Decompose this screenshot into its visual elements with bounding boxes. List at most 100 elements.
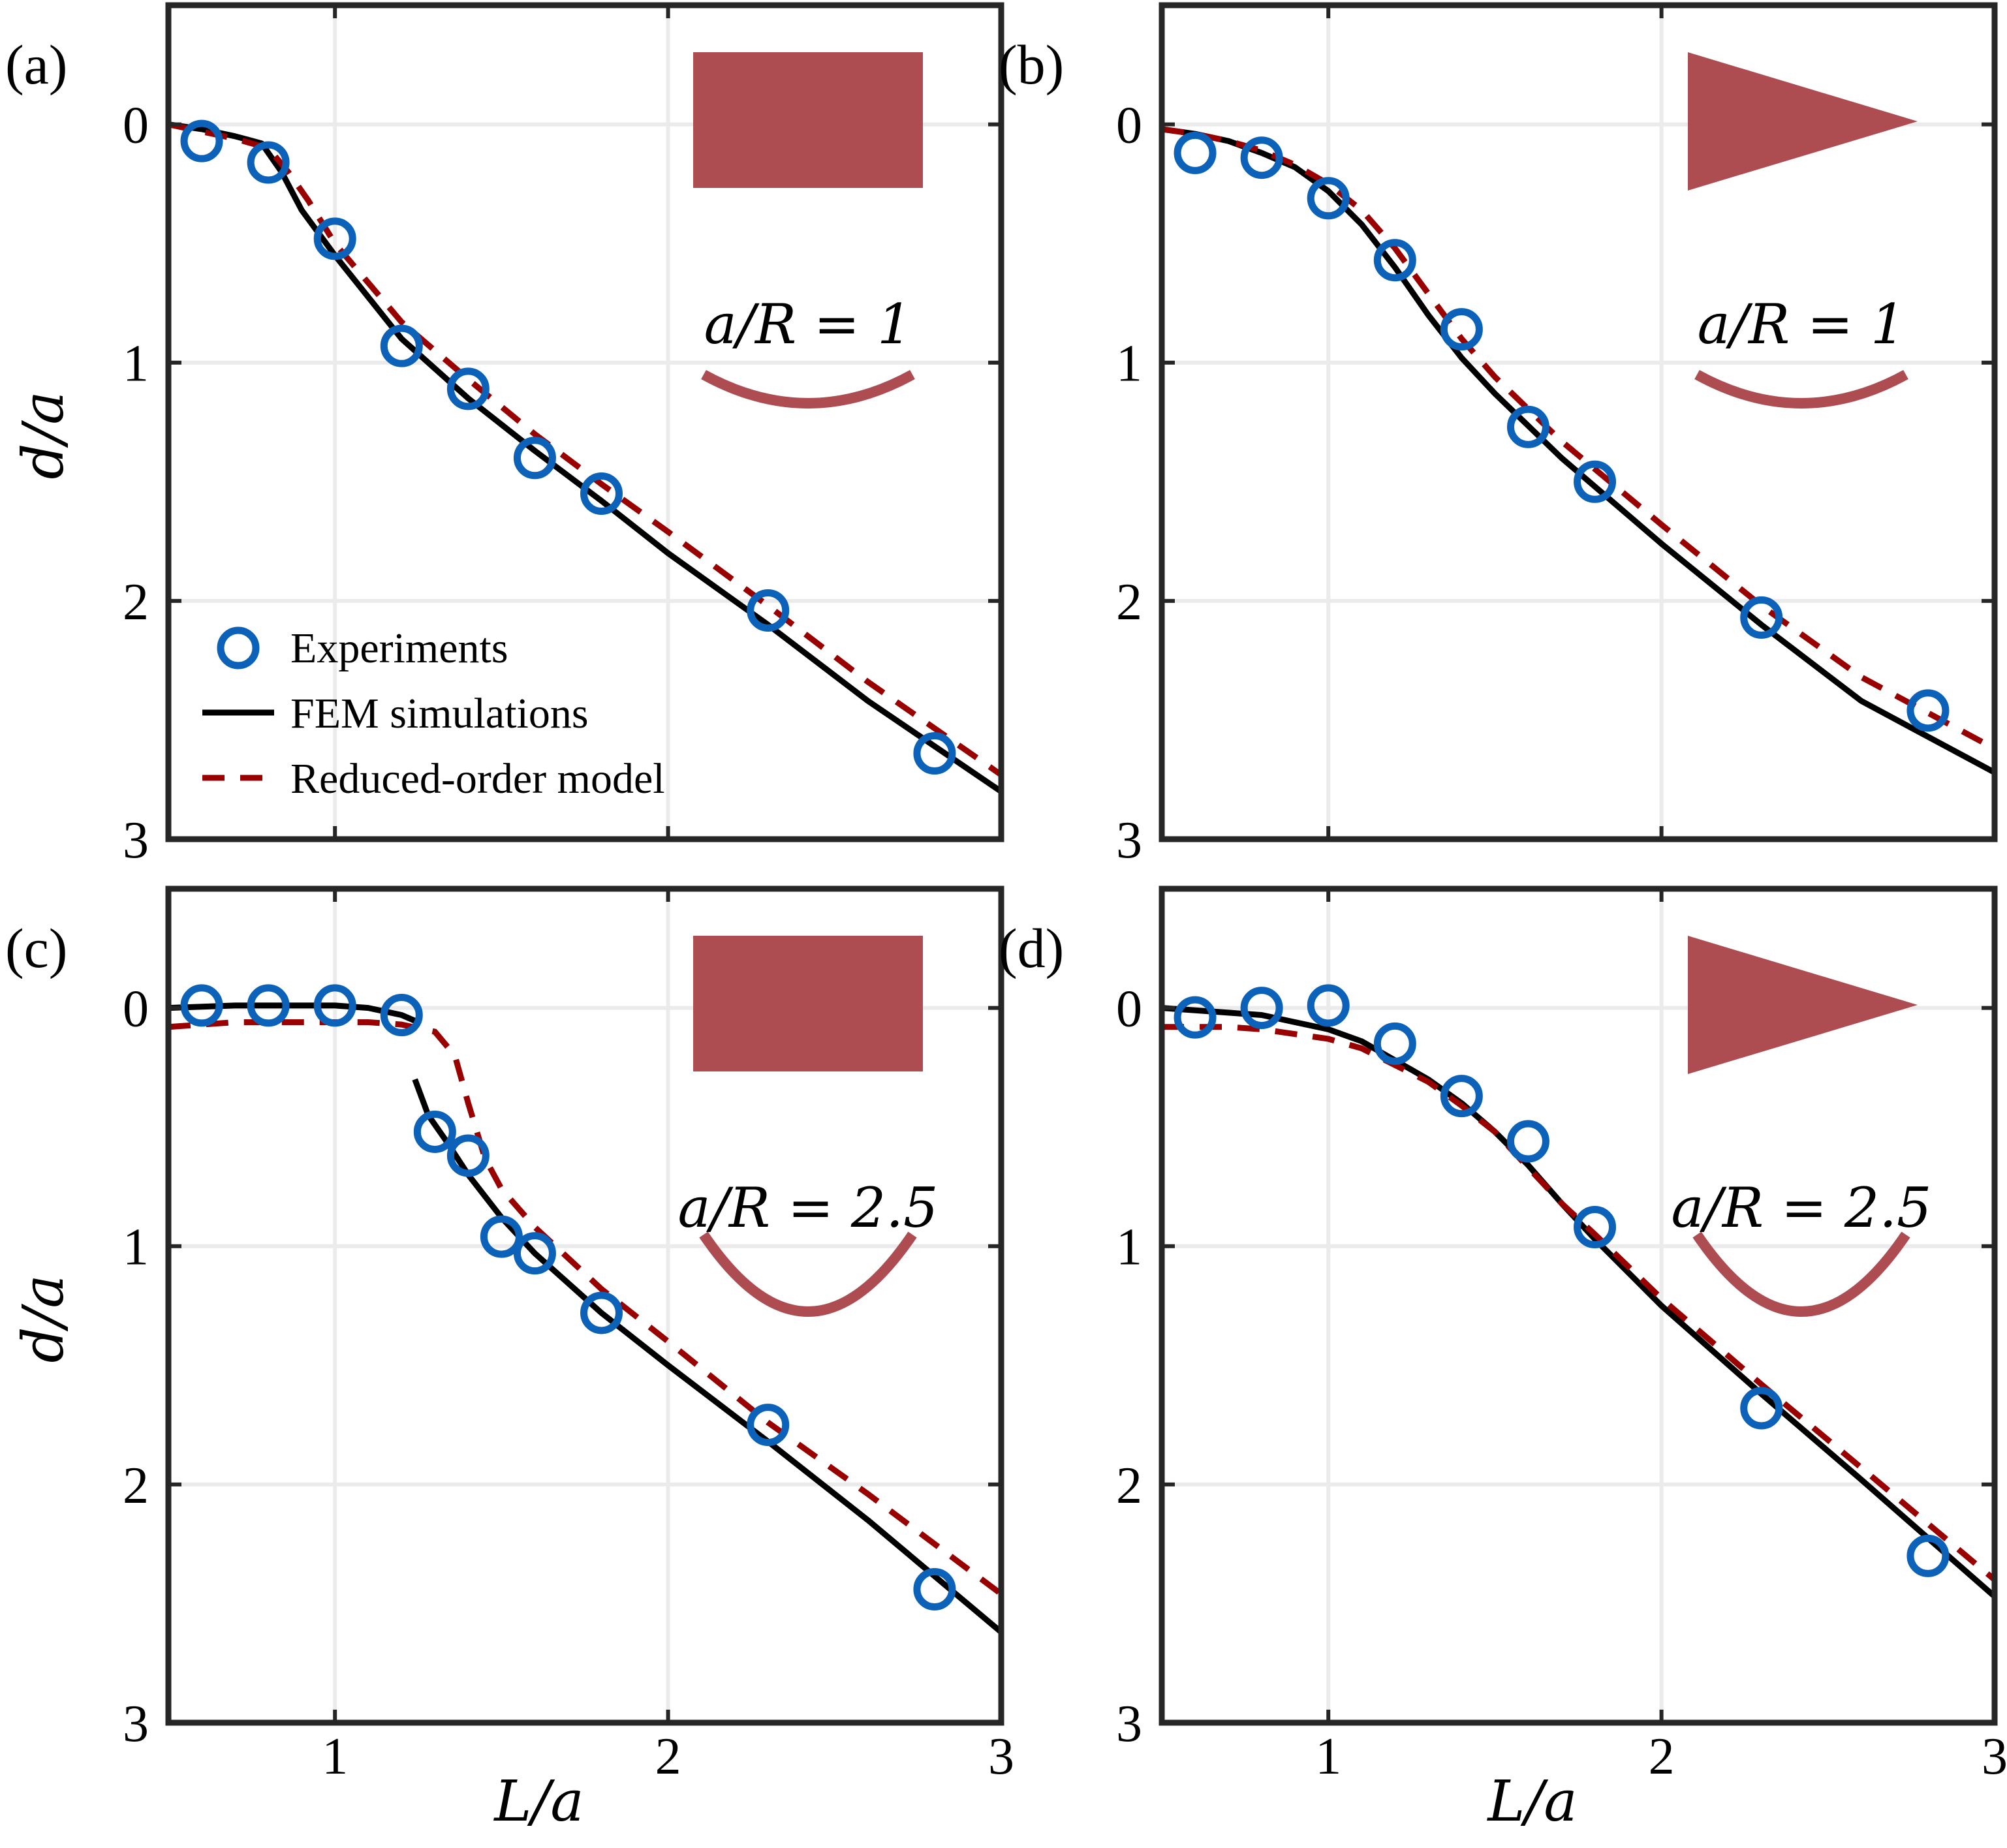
y-tick-label: 1 (123, 1219, 149, 1276)
panel-label: (d) (999, 917, 1064, 979)
y-tick-label: 3 (123, 1695, 149, 1753)
triangle-shape-icon (1688, 936, 1918, 1074)
experiment-point (313, 217, 356, 260)
y-tick-label: 1 (1116, 335, 1142, 393)
y-tick-label: 1 (1116, 1219, 1142, 1276)
experiment-point (180, 119, 223, 162)
experiment-point (1740, 1387, 1783, 1430)
y-tick-label: 2 (123, 574, 149, 631)
x-tick-label: 2 (1649, 1728, 1675, 1785)
experiment-point (1440, 308, 1483, 351)
axes-frame (165, 886, 1004, 1726)
rectangle-shape-icon (693, 936, 923, 1071)
experiment-point (1373, 239, 1416, 282)
panel-d: a/R = 2.5 0 1 2 3 1 2 3 L/a (d) (999, 886, 2007, 1834)
fem-line (1161, 126, 1997, 775)
curvature-arc-icon (699, 1231, 917, 1317)
curvature-arc-icon (1694, 369, 1908, 408)
x-tick-label: 3 (988, 1728, 1014, 1785)
panel-c: a/R = 2.5 0 1 2 3 1 2 3 L/a d/a (c) (5, 886, 1014, 1834)
experiment-point (446, 367, 490, 410)
ratio-label: a/R = 2.5 (1672, 1176, 1932, 1240)
y-tick-label: 2 (1116, 574, 1142, 631)
y-tick-label: 0 (123, 97, 149, 155)
curvature-arc-icon (701, 369, 915, 408)
fem-line (412, 1078, 1003, 1635)
experiment-point (1240, 136, 1283, 179)
rom-line (1162, 1024, 1997, 1582)
experiment-point (1740, 596, 1783, 639)
experiment-point (480, 1215, 523, 1258)
rom-line (168, 121, 1003, 778)
legend-label-rom: Reduced-order model (290, 755, 665, 803)
panel-b: a/R = 1 0 1 2 3 (b) (999, 2, 1998, 869)
experiment-point (1906, 1534, 1950, 1577)
ratio-label: a/R = 1 (1698, 292, 1906, 356)
experiment-point (1574, 460, 1617, 503)
rom-line (1161, 126, 1997, 752)
y-tick-label: 0 (1116, 981, 1142, 1038)
x-tick-label: 1 (322, 1728, 348, 1785)
ratio-label: a/R = 2.5 (678, 1176, 939, 1240)
experiment-point (1506, 1120, 1549, 1163)
y-tick-label: 3 (123, 812, 149, 869)
experiment-point (1906, 689, 1950, 732)
experiment-point (313, 984, 356, 1027)
x-axis-label: L/a (1486, 1769, 1577, 1834)
experiment-point (580, 1291, 623, 1334)
legend-label-fem: FEM simulations (290, 690, 589, 737)
experiment-point (1240, 987, 1283, 1030)
experiment-point (1174, 996, 1217, 1039)
experiment-point (1440, 1075, 1483, 1118)
axes-frame (1159, 886, 1998, 1726)
experiment-point (1506, 405, 1549, 448)
experiment-point (747, 589, 790, 632)
experiment-point (747, 1404, 790, 1447)
triangle-shape-icon (1688, 52, 1918, 191)
x-tick-label: 1 (1315, 1728, 1341, 1785)
axes-frame (165, 2, 1004, 842)
curvature-arc-icon (1692, 1231, 1910, 1317)
ratio-label: a/R = 1 (704, 292, 912, 356)
experiment-point (180, 984, 223, 1027)
panel-label: (c) (5, 917, 67, 979)
y-tick-label: 0 (123, 981, 149, 1038)
experiment-point (413, 1110, 456, 1153)
experiment-point (1373, 1022, 1416, 1065)
experiment-point (247, 984, 290, 1027)
axes-frame (1159, 2, 1998, 842)
experiment-point (1307, 177, 1350, 220)
experiment-point (913, 1568, 956, 1611)
y-tick-label: 2 (123, 1457, 149, 1515)
experiment-point (1574, 1206, 1617, 1249)
y-tick-label: 2 (1116, 1457, 1142, 1515)
experiment-point (513, 1232, 556, 1275)
panel-label: (b) (999, 33, 1064, 96)
x-axis-label: L/a (493, 1769, 583, 1834)
experiment-point (513, 437, 556, 480)
y-axis-label: d/a (11, 391, 76, 479)
y-tick-label: 3 (1116, 812, 1142, 869)
x-tick-label: 3 (1982, 1728, 2007, 1785)
experiment-point (247, 141, 290, 184)
x-tick-label: 2 (655, 1728, 681, 1785)
rectangle-shape-icon (693, 52, 923, 188)
experiment-point (380, 324, 423, 367)
panel-a: a/R = 1 0 1 2 3 d/a (a) (5, 2, 1004, 869)
experiment-point (380, 994, 423, 1037)
panel-label: (a) (5, 33, 67, 96)
experiment-point (580, 472, 623, 516)
legend: Experiments FEM simulations Reduced-order … (202, 624, 665, 803)
fem-line (1161, 1005, 1997, 1599)
y-tick-label: 0 (1116, 97, 1142, 155)
experiment-point (913, 732, 956, 775)
y-axis-label: d/a (11, 1274, 76, 1363)
y-tick-label: 1 (123, 335, 149, 393)
y-tick-label: 3 (1116, 1695, 1142, 1753)
fem-line (168, 1002, 420, 1025)
experiment-point (446, 1134, 490, 1177)
experiment-point (1174, 131, 1217, 174)
legend-marker-experiments (217, 626, 260, 670)
legend-label-experiments: Experiments (290, 624, 508, 672)
